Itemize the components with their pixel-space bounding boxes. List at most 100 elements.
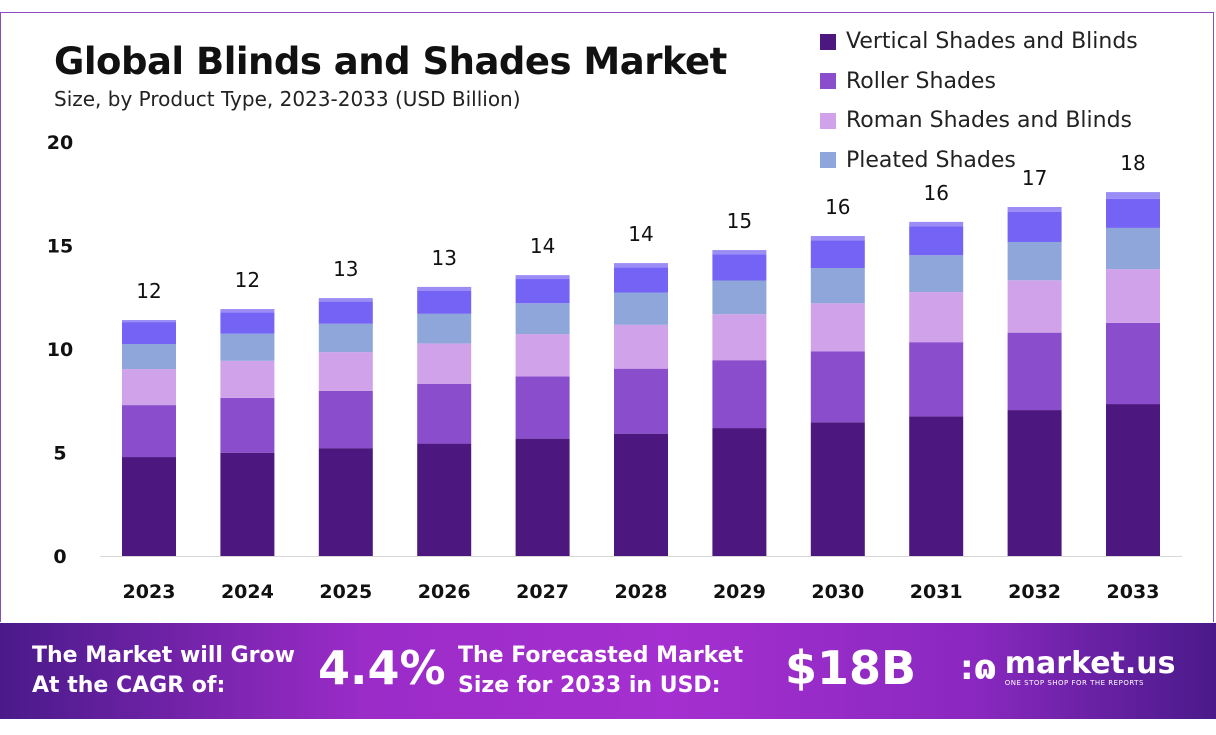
total-label: 14 — [530, 234, 555, 258]
legend-swatch — [820, 33, 836, 50]
chart-title: Global Blinds and Shades Market — [54, 40, 727, 83]
logo-icon: :ɷ — [960, 648, 997, 688]
bar-segment-1 — [417, 383, 472, 444]
bar-segment-1 — [1007, 332, 1062, 411]
bar-segment-3 — [614, 292, 668, 325]
bar-segment-4 — [417, 290, 472, 314]
bar-segment-5 — [318, 298, 373, 302]
bar-segment-4 — [712, 254, 767, 281]
footer-banner: The Market will Grow At the CAGR of: 4.4… — [0, 623, 1216, 719]
bar-segment-2 — [417, 343, 472, 384]
bar-segment-1 — [220, 397, 275, 453]
y-tick-label: 5 — [53, 443, 66, 465]
total-label: 16 — [825, 195, 850, 219]
x-tick-label: 2032 — [1008, 581, 1061, 603]
bar-segment-5 — [220, 309, 275, 313]
bar-segment-4 — [318, 301, 373, 324]
x-tick-label: 2026 — [418, 581, 471, 603]
bar-segment-5 — [515, 275, 570, 280]
bar-segment-5 — [1007, 206, 1062, 212]
y-tick-label: 20 — [47, 132, 73, 154]
forecast-label-line1: The Forecasted Market — [458, 643, 744, 668]
bar-segment-0 — [909, 416, 964, 556]
total-label: 12 — [235, 268, 260, 292]
x-tick-label: 2031 — [910, 581, 963, 603]
bar-segment-1 — [909, 342, 964, 417]
bar-segment-5 — [712, 250, 767, 255]
x-tick-label: 2033 — [1107, 581, 1160, 603]
bar-segment-0 — [810, 422, 865, 556]
bar-segment-3 — [318, 323, 373, 353]
y-tick-label: 10 — [47, 339, 73, 361]
forecast-value: $18B — [785, 641, 917, 695]
bar-chart: 0 5 10 15 20 12 2023 12 2024 13 2025 13 2026 14 2027 14… — [47, 132, 1182, 603]
bar-segment-2 — [614, 324, 668, 369]
legend-swatch — [820, 152, 836, 169]
bar-segment-3 — [515, 303, 570, 335]
bar-segment-3 — [712, 280, 767, 315]
x-tick-label: 2028 — [615, 581, 668, 603]
bar-segment-2 — [1106, 269, 1160, 323]
total-label: 17 — [1022, 166, 1047, 190]
cagr-label: The Market will Grow At the CAGR of: — [32, 641, 295, 701]
bar-segment-5 — [909, 221, 964, 227]
bar-segment-5 — [417, 286, 472, 291]
x-tick-label: 2025 — [319, 581, 372, 603]
bar-segment-3 — [810, 268, 865, 304]
bar-segment-5 — [122, 320, 176, 323]
bar-segment-0 — [220, 452, 275, 556]
legend-label: Vertical Shades and Blinds — [846, 29, 1138, 55]
forecast-label: The Forecasted Market Size for 2033 in U… — [458, 641, 743, 701]
total-label: 12 — [136, 279, 161, 303]
total-label: 13 — [431, 246, 456, 270]
brand-logo: :ɷ market.us ONE STOP SHOP FOR THE REPOR… — [960, 648, 1176, 688]
y-tick-label: 0 — [53, 546, 66, 568]
legend-item-roman: Roman Shades and Blinds — [820, 101, 1138, 141]
bar-segment-1 — [614, 368, 668, 434]
legend-label: Roman Shades and Blinds — [846, 108, 1133, 134]
bar-segment-0 — [1007, 410, 1062, 556]
bar-segment-4 — [1007, 211, 1062, 242]
x-tick-label: 2027 — [516, 581, 569, 603]
bar-segment-3 — [1106, 227, 1160, 270]
total-label: 15 — [727, 209, 752, 233]
bar-segment-0 — [712, 428, 767, 556]
x-tick-label: 2024 — [221, 581, 274, 603]
bar-segment-2 — [1007, 280, 1062, 333]
total-label: 16 — [923, 181, 948, 205]
legend-item-pleated: Pleated Shades — [820, 141, 1138, 181]
bar-segment-4 — [220, 312, 275, 334]
total-label: 13 — [333, 257, 358, 281]
cagr-value: 4.4% — [318, 641, 446, 695]
bar-segment-0 — [318, 448, 373, 556]
bar-segment-2 — [220, 360, 275, 398]
bar-segment-1 — [810, 351, 865, 423]
cagr-label-line2: At the CAGR of: — [32, 673, 226, 698]
brand-name: market.us — [1004, 646, 1176, 681]
bar-segment-0 — [1106, 404, 1160, 556]
bar-segment-4 — [614, 267, 668, 293]
cagr-label-line1: The Market will Grow — [32, 643, 295, 668]
bar-segment-3 — [220, 333, 275, 361]
x-tick-label: 2030 — [811, 581, 864, 603]
bar-segment-4 — [909, 226, 964, 256]
bar-segment-3 — [1007, 241, 1062, 281]
bar-segment-1 — [122, 405, 176, 458]
bar-segment-0 — [417, 443, 472, 556]
bar-segment-2 — [318, 352, 373, 391]
bar-segment-2 — [515, 334, 570, 377]
legend-item-roller: Roller Shades — [820, 62, 1138, 102]
bar-segment-1 — [515, 376, 570, 439]
bar-segment-5 — [1106, 192, 1160, 199]
bar-segment-4 — [1106, 198, 1160, 228]
bar-segment-4 — [515, 279, 570, 304]
legend-label: Pleated Shades — [846, 147, 1016, 173]
legend-item-vertical: Vertical Shades and Blinds — [820, 22, 1138, 62]
bar-segment-2 — [810, 303, 865, 352]
legend: Vertical Shades and Blinds Roller Shades… — [820, 22, 1138, 180]
x-tick-label: 2029 — [713, 581, 766, 603]
total-label: 18 — [1120, 151, 1145, 175]
bar-segment-1 — [1106, 322, 1160, 405]
bar-segment-1 — [712, 360, 767, 429]
bar-segment-0 — [122, 457, 176, 556]
